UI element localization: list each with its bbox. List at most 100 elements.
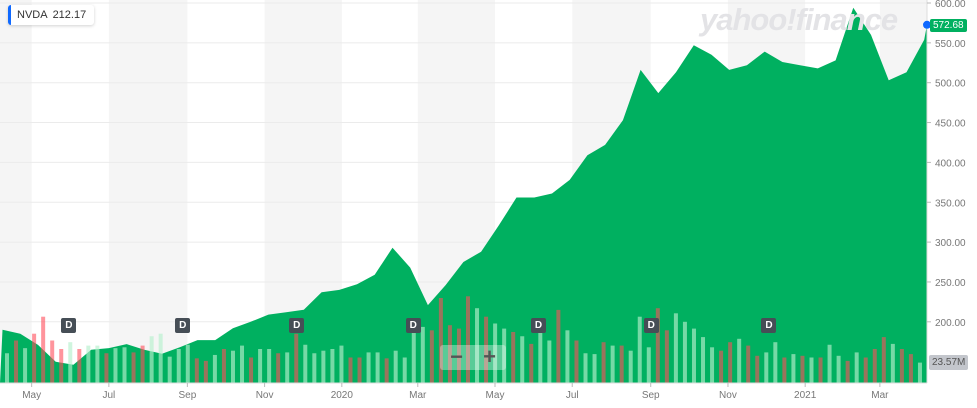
volume-bar-up — [366, 352, 371, 383]
volume-bar-down — [872, 349, 877, 383]
x-tick-label: May — [22, 390, 41, 401]
y-tick-label: 500.00 — [935, 79, 966, 90]
volume-bar-down — [755, 355, 760, 383]
volume-bar-down — [908, 354, 913, 383]
volume-bar-down — [194, 358, 199, 383]
dividend-marker[interactable]: D — [761, 318, 777, 333]
volume-bar-down — [50, 340, 55, 383]
dividend-marker[interactable]: D — [531, 318, 547, 333]
volume-bar-down — [863, 357, 868, 383]
volume-bar-down — [357, 357, 362, 383]
volume-bar-up — [149, 336, 154, 383]
x-tick-label: Nov — [256, 390, 274, 401]
volume-bar-down — [249, 357, 254, 383]
volume-bar-up — [321, 350, 326, 383]
volume-bar-up — [890, 343, 895, 383]
volume-bar-up — [547, 340, 552, 383]
volume-bar-down — [429, 330, 434, 383]
volume-bar-down — [456, 328, 461, 383]
volume-bar-up — [691, 328, 696, 383]
volume-bar-down — [845, 360, 850, 383]
volume-bar-up — [565, 330, 570, 383]
y-tick-label: 400.00 — [935, 158, 966, 169]
last-volume-label: 23.57M — [929, 355, 969, 370]
x-tick-label: Mar — [871, 390, 889, 401]
dividend-marker[interactable]: D — [61, 318, 77, 333]
volume-bar-up — [646, 347, 651, 383]
volume-bar-up — [628, 350, 633, 383]
y-tick-label: 450.00 — [935, 119, 966, 130]
volume-bar-down — [221, 349, 226, 383]
volume-bar-down — [728, 342, 733, 383]
volume-bar-up — [773, 342, 778, 383]
ticker-value: 212.17 — [52, 9, 87, 21]
volume-bar-down — [556, 309, 561, 383]
y-tick-label: 200.00 — [935, 318, 966, 329]
volume-bar-down — [41, 316, 46, 383]
volume-bar-down — [14, 340, 19, 383]
volume-bar-down — [140, 345, 145, 383]
y-tick-label: 350.00 — [935, 198, 966, 209]
price-area — [0, 7, 927, 384]
volume-bar-up — [375, 352, 380, 383]
volume-bar-up — [176, 349, 181, 383]
volume-bar-up — [230, 350, 235, 383]
volume-bar-down — [447, 325, 452, 383]
volume-bar-down — [348, 357, 353, 383]
volume-bar-down — [664, 330, 669, 383]
last-price-label: 572.68 — [930, 19, 967, 32]
volume-bar-down — [466, 296, 470, 383]
zoom-controls: − + — [440, 345, 506, 370]
zoom-in-button[interactable]: + — [483, 344, 496, 369]
last-price-dot — [923, 20, 931, 29]
volume-bar-up — [836, 355, 841, 383]
volume-bar-up — [95, 345, 100, 383]
volume-bar-down — [104, 353, 109, 383]
ticker-legend[interactable]: NVDA 212.17 — [8, 5, 95, 25]
volume-bar-up — [917, 362, 922, 383]
y-tick-label: 550.00 — [935, 39, 966, 50]
volume-bar-down — [619, 345, 624, 383]
volume-bar-up — [673, 313, 678, 383]
volume-bar-down — [511, 332, 516, 383]
volume-bar-up — [23, 348, 28, 383]
volume-bar-up — [420, 326, 425, 383]
volume-bar-up — [167, 356, 172, 383]
volume-bar-up — [212, 354, 217, 383]
volume-bar-down — [574, 340, 579, 383]
volume-bar-up — [710, 347, 715, 383]
volume-bar-up — [303, 344, 308, 383]
volume-bar-up — [809, 357, 814, 383]
volume-bar-down — [438, 298, 443, 383]
volume-bar-up — [86, 345, 91, 383]
volume-bar-up — [827, 344, 832, 383]
zoom-out-button[interactable]: − — [450, 344, 463, 369]
dividend-marker[interactable]: D — [175, 318, 191, 333]
x-tick-label: Jul — [102, 390, 115, 401]
volume-bar-down — [294, 333, 299, 383]
dividend-marker[interactable]: D — [289, 318, 305, 333]
volume-bar-up — [701, 337, 706, 383]
month-band — [108, 0, 188, 383]
volume-bar-up — [339, 345, 344, 383]
volume-bar-down — [77, 349, 82, 383]
volume-bar-up — [592, 354, 597, 383]
dividend-marker[interactable]: D — [405, 318, 421, 333]
volume-bar-down — [384, 358, 389, 383]
volume-bar-down — [131, 352, 136, 383]
x-tick-label: Mar — [409, 390, 427, 401]
volume-bar-down — [800, 355, 805, 383]
volume-bar-up — [267, 349, 272, 383]
volume-bar-down — [899, 349, 904, 383]
volume-bar-up — [502, 328, 507, 383]
dividend-marker[interactable]: D — [643, 318, 659, 333]
x-tick-label: Sep — [178, 390, 196, 401]
x-axis: May Jul Sep Nov 2020 Mar May Jul Sep Nov 2021 Mar — [22, 383, 889, 401]
volume-bar-up — [185, 344, 190, 383]
volume-bar-up — [854, 352, 859, 383]
volume-bar-down — [203, 360, 208, 383]
volume-bar-down — [484, 316, 489, 383]
volume-bar-up — [122, 347, 127, 383]
yahoo-finance-logo: yahoo!finance — [700, 2, 898, 37]
